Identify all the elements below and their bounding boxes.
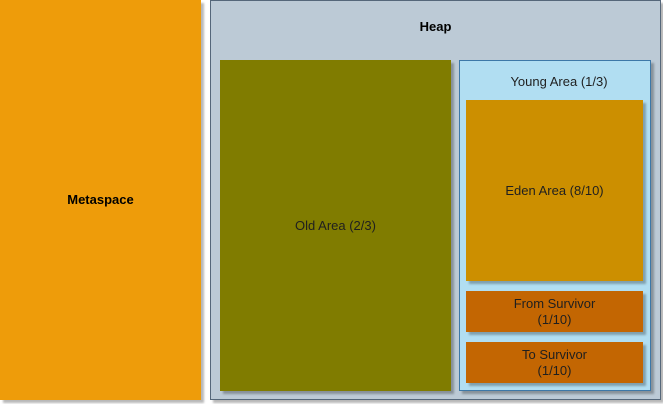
from-survivor-label: From Survivor (1/10) — [513, 295, 596, 327]
metaspace-block: Metaspace — [0, 0, 201, 400]
from-survivor-block: From Survivor (1/10) — [466, 291, 643, 332]
old-area-label: Old Area (2/3) — [295, 217, 376, 233]
metaspace-label: Metaspace — [67, 192, 134, 207]
young-area-title: Young Area (1/3) — [510, 74, 608, 89]
to-survivor-label: To Survivor (1/10) — [521, 346, 588, 378]
eden-area-label: Eden Area (8/10) — [505, 182, 604, 198]
heap-title: Heap — [419, 19, 452, 34]
to-survivor-block: To Survivor (1/10) — [466, 342, 643, 383]
old-area-block: Old Area (2/3) — [220, 60, 451, 391]
eden-area-block: Eden Area (8/10) — [466, 100, 643, 281]
